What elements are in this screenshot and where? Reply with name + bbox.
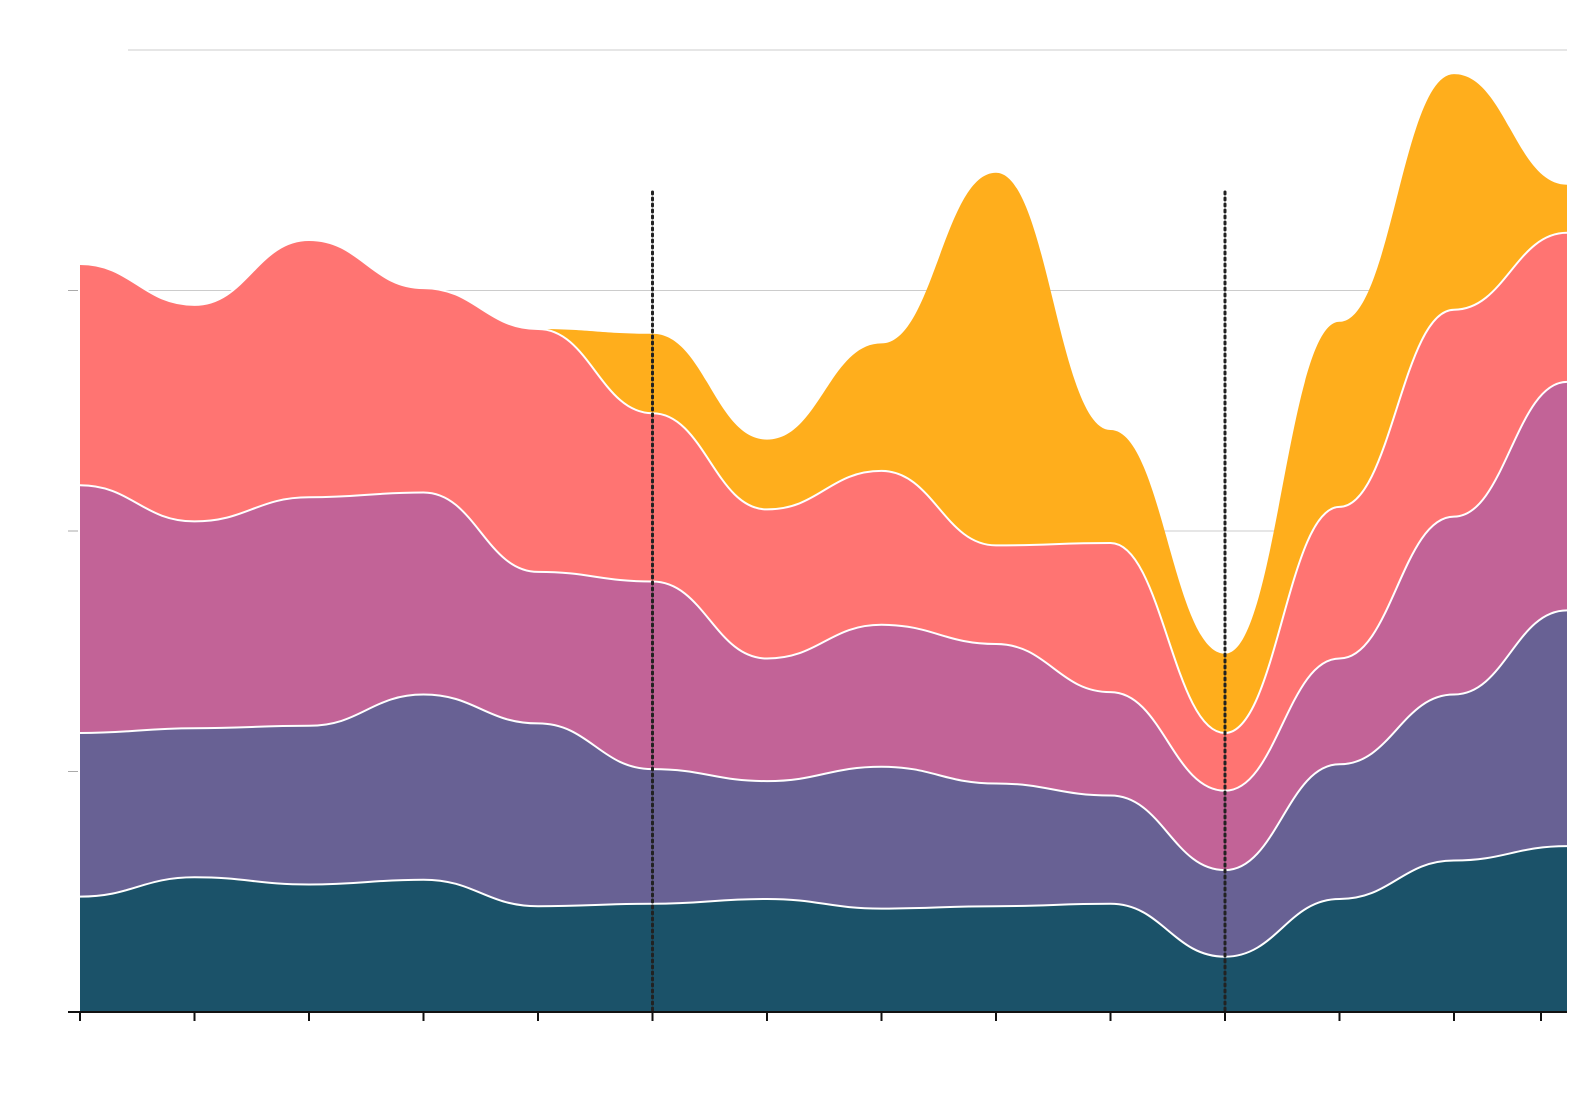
axes [68,290,1567,1021]
area-series [80,74,1567,1012]
series-outlines [79,231,1568,958]
series-boundary-2 [79,609,1568,872]
area-series-3 [80,381,1567,871]
series-boundary-1 [79,845,1568,958]
series-boundary-4 [79,231,1568,735]
annotations [651,190,1227,1014]
area-series-2 [80,610,1567,957]
area-series-1 [80,846,1567,1012]
area-series-4 [80,232,1567,791]
area-series-5 [80,74,1567,733]
series-boundary-3 [79,380,1568,792]
